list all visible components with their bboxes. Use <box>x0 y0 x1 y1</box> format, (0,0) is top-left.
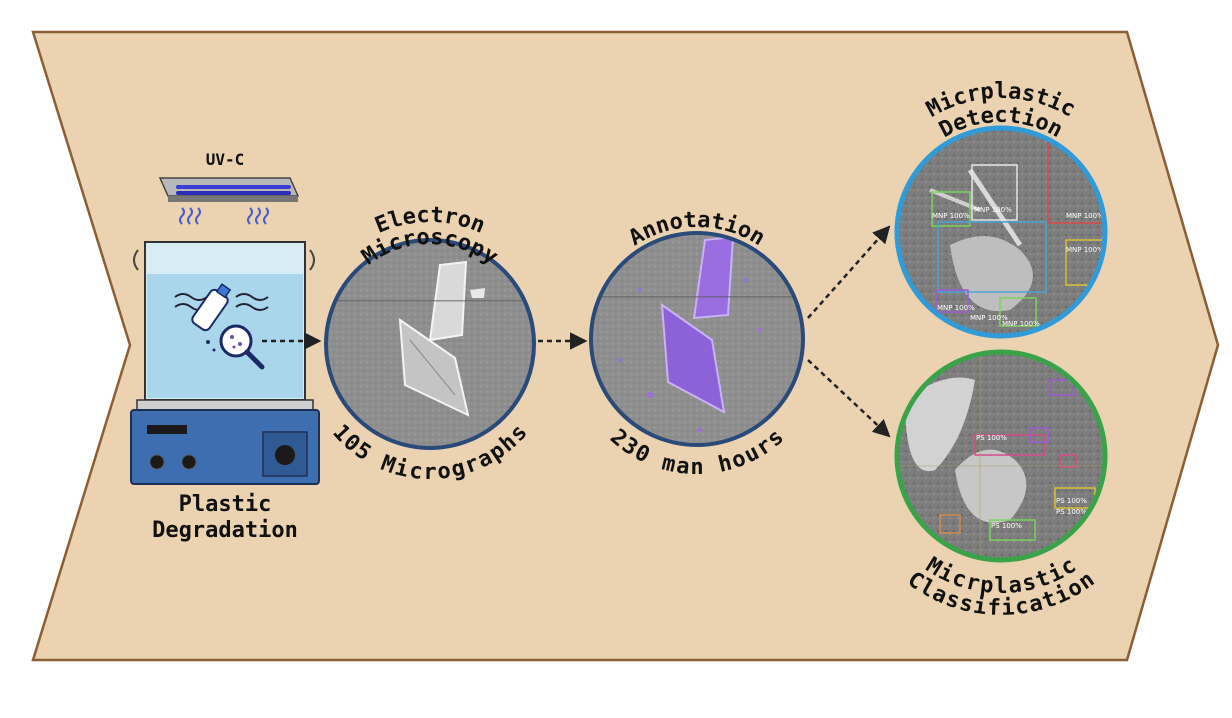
det-box-label: MNP 100% <box>974 206 1012 214</box>
det-box-label: MNP 100% <box>1066 212 1104 220</box>
det-box-label: MNP 100% <box>1066 246 1104 254</box>
electron-micrograph <box>324 238 536 450</box>
water-beaker-icon <box>133 241 315 401</box>
magnifier-icon <box>206 324 265 370</box>
arrow-annotation-to-classification <box>807 359 891 438</box>
plastic-degradation-title-line2: Degradation <box>152 518 298 543</box>
cls-box-label: PS 100% <box>1056 497 1087 505</box>
hotplate-icon <box>130 399 320 485</box>
annotated-micrograph <box>589 231 805 447</box>
cls-box-label: PS 100% <box>991 522 1022 530</box>
uv-lamp-icon <box>158 177 300 202</box>
det-box-label: MNP 100% <box>937 304 975 312</box>
heat-waves-icon <box>179 207 269 225</box>
det-box-label: MNP 100% <box>1002 320 1040 328</box>
det-box-label: MNP 100% <box>932 212 970 220</box>
plastic-degradation-title-line1: Plastic <box>178 492 272 517</box>
cls-box-label: PS 100% <box>976 434 1007 442</box>
detection-micrograph: MNP 100% MNP 100% MNP 100% MNP 100% MNP … <box>894 125 1108 339</box>
cls-box-label: PS 100% <box>1056 508 1087 516</box>
arrow-annotation-to-detection <box>807 225 891 319</box>
uv-c-label: UV-C <box>205 150 245 169</box>
classification-micrograph: PS 100% PS 100% PS 100% PS 100% <box>894 349 1108 563</box>
det-box-label: MNP 100% <box>970 314 1008 322</box>
plastic-bottle-icon <box>191 283 232 332</box>
